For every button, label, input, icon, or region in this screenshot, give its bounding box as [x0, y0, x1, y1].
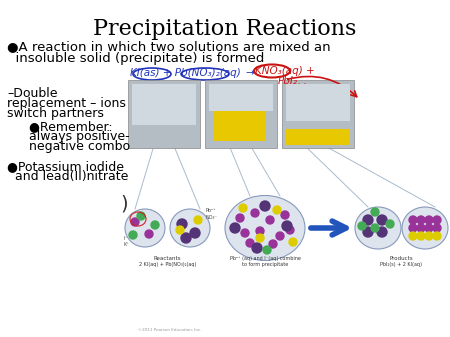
Text: –Double: –Double — [7, 87, 58, 100]
Circle shape — [190, 228, 200, 238]
Circle shape — [289, 238, 297, 246]
FancyBboxPatch shape — [286, 84, 350, 121]
FancyBboxPatch shape — [282, 80, 354, 148]
Circle shape — [409, 224, 417, 232]
FancyBboxPatch shape — [209, 84, 273, 111]
FancyBboxPatch shape — [205, 80, 277, 148]
Text: →: → — [245, 68, 254, 78]
Text: PbI₂(s) + 2 KI(aq): PbI₂(s) + 2 KI(aq) — [381, 262, 423, 267]
Text: NO₃⁻: NO₃⁻ — [206, 215, 218, 220]
Ellipse shape — [170, 209, 210, 247]
Ellipse shape — [355, 207, 401, 249]
Text: negative combo: negative combo — [17, 140, 130, 153]
Circle shape — [409, 216, 417, 224]
Text: and lead(II)nitrate: and lead(II)nitrate — [7, 170, 128, 183]
Circle shape — [256, 227, 264, 235]
Text: switch partners: switch partners — [7, 107, 104, 120]
Text: to form precipitate: to form precipitate — [242, 262, 288, 267]
Circle shape — [131, 218, 139, 226]
FancyBboxPatch shape — [213, 111, 265, 141]
FancyBboxPatch shape — [132, 84, 196, 125]
Text: Reactants: Reactants — [154, 256, 181, 261]
Circle shape — [256, 234, 264, 242]
Text: K⁺: K⁺ — [123, 242, 129, 247]
Circle shape — [246, 239, 254, 247]
Text: insoluble solid (precipitate) is formed: insoluble solid (precipitate) is formed — [7, 52, 265, 65]
Text: ©2011 Pearson Education, Inc.: ©2011 Pearson Education, Inc. — [138, 328, 202, 332]
Circle shape — [263, 246, 271, 254]
Circle shape — [239, 204, 247, 212]
Circle shape — [145, 230, 153, 238]
Circle shape — [176, 226, 184, 234]
FancyBboxPatch shape — [128, 80, 200, 148]
Circle shape — [194, 216, 202, 224]
Circle shape — [371, 208, 379, 216]
Circle shape — [273, 206, 281, 214]
Text: KNO₃(aq) +: KNO₃(aq) + — [255, 66, 315, 76]
Circle shape — [266, 216, 274, 224]
Circle shape — [129, 231, 137, 239]
Text: I⁻: I⁻ — [123, 236, 127, 241]
Circle shape — [417, 224, 425, 232]
Ellipse shape — [125, 209, 165, 247]
Circle shape — [433, 224, 441, 232]
Text: replacement – ions: replacement – ions — [7, 97, 126, 110]
Circle shape — [417, 232, 425, 240]
Circle shape — [409, 232, 417, 240]
Circle shape — [181, 233, 191, 243]
Text: Precipitation Reactions: Precipitation Reactions — [93, 18, 357, 40]
Circle shape — [282, 221, 292, 231]
Circle shape — [137, 212, 145, 220]
Circle shape — [276, 232, 284, 240]
Text: 2 KI(aq) + Pb(NO₃)₂(aq): 2 KI(aq) + Pb(NO₃)₂(aq) — [139, 262, 196, 267]
FancyBboxPatch shape — [286, 129, 350, 145]
Ellipse shape — [225, 195, 305, 261]
Circle shape — [177, 219, 187, 229]
Text: Pb²⁺ (aq) and I⁻(aq) combine: Pb²⁺ (aq) and I⁻(aq) combine — [230, 256, 301, 261]
Circle shape — [260, 201, 270, 211]
Circle shape — [236, 214, 244, 222]
Circle shape — [363, 227, 373, 237]
Circle shape — [425, 216, 433, 224]
Circle shape — [425, 232, 433, 240]
Text: KI(as) + Pb(NO₃)₂(aq): KI(as) + Pb(NO₃)₂(aq) — [130, 68, 241, 78]
Text: Products: Products — [390, 256, 413, 261]
Circle shape — [371, 224, 379, 232]
Circle shape — [363, 215, 373, 225]
Text: ●A reaction in which two solutions are mixed an: ●A reaction in which two solutions are m… — [7, 40, 331, 53]
Circle shape — [433, 232, 441, 240]
Circle shape — [151, 221, 159, 229]
Circle shape — [358, 222, 366, 230]
Circle shape — [251, 209, 259, 217]
Circle shape — [230, 223, 240, 233]
Circle shape — [425, 224, 433, 232]
Text: ●Remember:: ●Remember: — [17, 120, 112, 133]
Ellipse shape — [402, 207, 448, 249]
Circle shape — [281, 211, 289, 219]
Circle shape — [241, 229, 249, 237]
Circle shape — [252, 243, 262, 253]
Text: ): ) — [120, 195, 128, 214]
Circle shape — [386, 220, 394, 228]
Text: always positive-: always positive- — [17, 130, 130, 143]
Text: PbI₂: PbI₂ — [278, 76, 298, 86]
Text: (s): (s) — [295, 83, 307, 92]
Circle shape — [377, 227, 387, 237]
Circle shape — [286, 226, 294, 234]
Circle shape — [433, 216, 441, 224]
Text: ●Potassium iodide: ●Potassium iodide — [7, 160, 124, 173]
Circle shape — [269, 240, 277, 248]
Circle shape — [377, 215, 387, 225]
Text: Pb²⁺: Pb²⁺ — [206, 208, 216, 213]
Circle shape — [417, 216, 425, 224]
